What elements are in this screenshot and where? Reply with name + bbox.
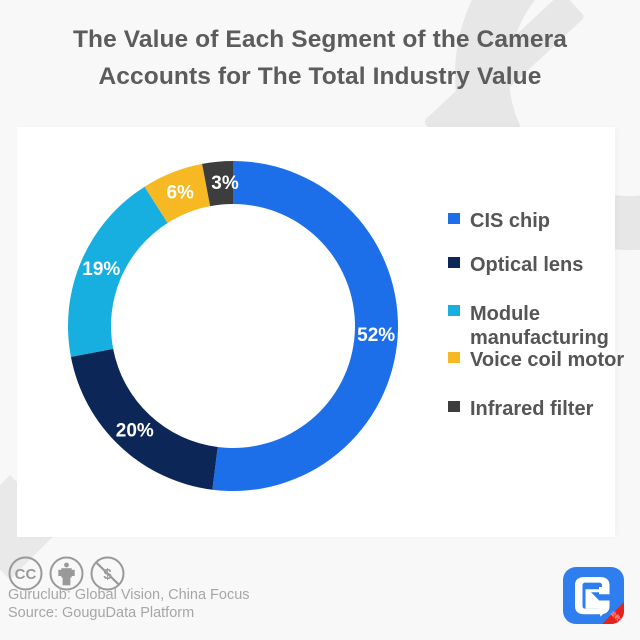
svg-text:3%: 3% — [211, 173, 239, 194]
svg-text:19%: 19% — [82, 259, 120, 280]
svg-text:6%: 6% — [166, 183, 194, 204]
svg-text:20%: 20% — [116, 421, 154, 442]
svg-text:52%: 52% — [357, 325, 395, 346]
svg-text:CC: CC — [15, 566, 37, 583]
